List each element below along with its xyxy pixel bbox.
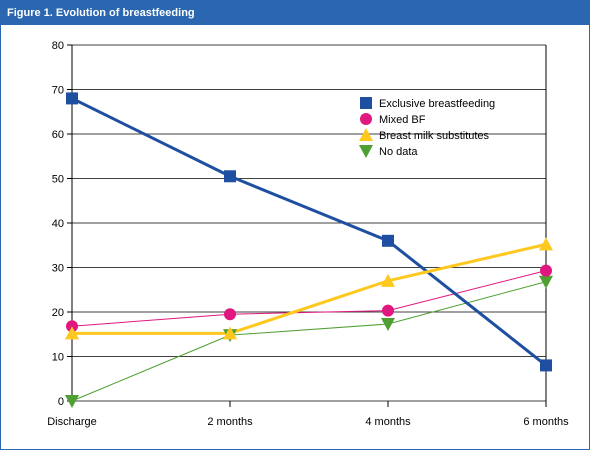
- data-point-mixed-bf: [224, 308, 236, 321]
- data-point-breast-milk-substitutes: [65, 326, 79, 340]
- data-point-breast-milk-substitutes: [539, 237, 553, 251]
- x-tick-label: Discharge: [47, 416, 97, 428]
- legend-label: Exclusive breastfeeding: [379, 98, 495, 110]
- legend-marker-exclusive-breastfeeding: [360, 97, 372, 109]
- data-point-exclusive-breastfeeding: [224, 170, 236, 183]
- legend-marker-no-data: [359, 145, 373, 158]
- y-tick-label: 50: [52, 174, 64, 186]
- data-point-breast-milk-substitutes: [381, 273, 395, 287]
- legend-marker-breast-milk-substitutes: [359, 128, 373, 141]
- legend-label: Breast milk substitutes: [379, 130, 490, 142]
- series-line-no-data: [71, 281, 547, 402]
- legend-label: Mixed BF: [379, 114, 426, 126]
- y-tick-label: 80: [52, 40, 64, 52]
- data-point-no-data: [65, 395, 79, 408]
- data-point-breast-milk-substitutes: [223, 326, 237, 340]
- legend-marker-mixed-bf: [360, 113, 372, 125]
- data-point-exclusive-breastfeeding: [382, 234, 394, 247]
- series-line-breast-milk-substitutes: [72, 242, 547, 335]
- x-tick-label: 6 months: [523, 416, 569, 428]
- series-line-mixed-bf: [71, 270, 547, 327]
- y-tick-label: 40: [52, 218, 64, 230]
- y-tick-label: 70: [52, 85, 64, 97]
- y-tick-label: 30: [52, 263, 64, 275]
- data-point-exclusive-breastfeeding: [540, 359, 552, 372]
- y-tick-label: 60: [52, 129, 64, 141]
- figure-title: Figure 1. Evolution of breastfeeding: [1, 1, 589, 25]
- data-point-mixed-bf: [540, 264, 552, 277]
- data-point-mixed-bf: [382, 304, 394, 317]
- x-tick-label: 4 months: [365, 416, 411, 428]
- series-line-exclusive-breastfeeding: [71, 97, 547, 367]
- y-tick-label: 0: [58, 396, 64, 408]
- data-point-no-data: [381, 318, 395, 332]
- x-tick-label: 2 months: [207, 416, 253, 428]
- data-point-mixed-bf: [66, 320, 78, 333]
- legend-label: No data: [379, 146, 418, 158]
- data-point-no-data: [539, 275, 553, 289]
- y-tick-label: 10: [52, 352, 64, 364]
- data-point-exclusive-breastfeeding: [66, 92, 78, 105]
- y-tick-label: 20: [52, 307, 64, 319]
